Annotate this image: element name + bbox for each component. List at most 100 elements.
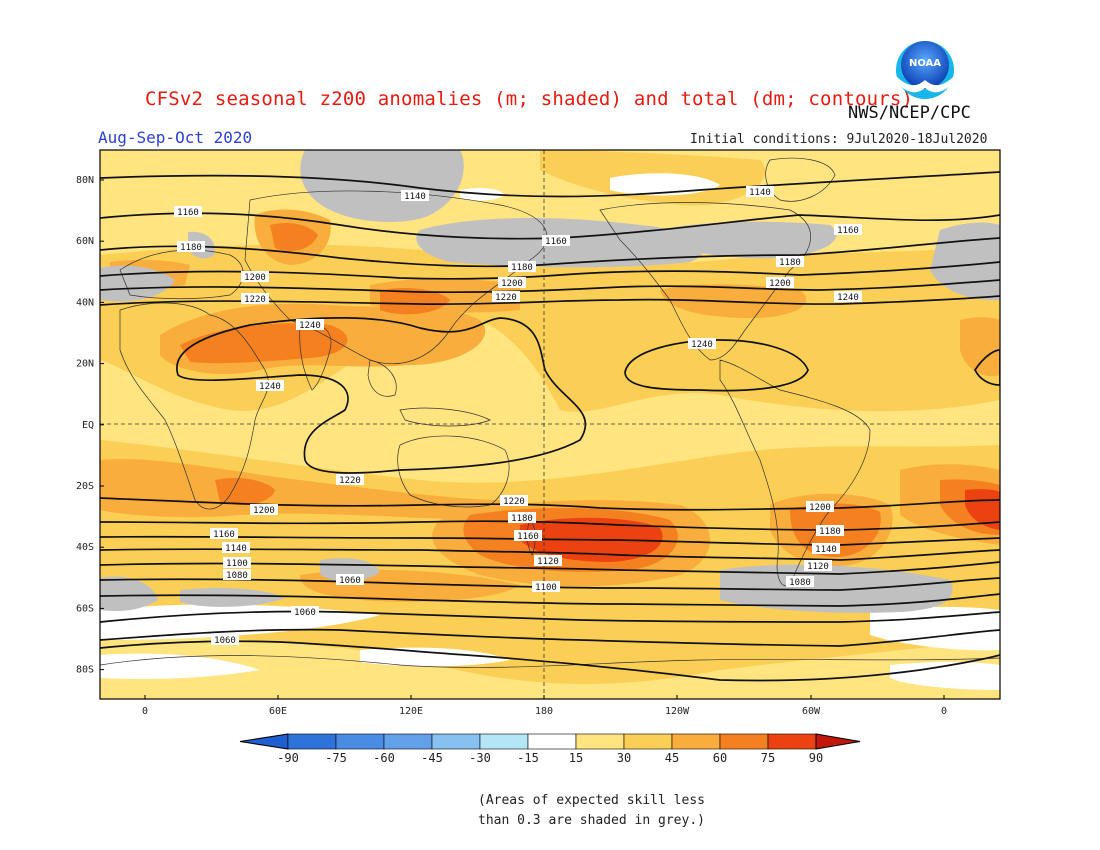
- contour-label: 1180: [508, 261, 536, 273]
- svg-text:1220: 1220: [244, 295, 266, 305]
- contour-label: 1160: [514, 530, 542, 542]
- contour-label: 1240: [296, 319, 324, 331]
- lat-label: 60N: [76, 236, 94, 247]
- contour-label: 1100: [532, 581, 560, 593]
- lat-label: 40N: [76, 297, 94, 308]
- contour-labels: 1140 1140 1160 1160 1160 1180 1180 1180 1200 1200…: [174, 186, 862, 646]
- svg-text:1180: 1180: [511, 514, 533, 524]
- lat-label: EQ: [82, 420, 94, 431]
- chart-title: CFSv2 seasonal z200 anomalies (m; shaded…: [145, 88, 914, 110]
- contour-label: 1180: [816, 525, 844, 537]
- lon-label: 120W: [665, 706, 690, 717]
- svg-text:1180: 1180: [180, 243, 202, 253]
- lat-label: 40S: [76, 542, 94, 553]
- colorbar-segment: [335, 733, 385, 750]
- shade-low-skill: [100, 576, 158, 611]
- svg-text:1140: 1140: [749, 188, 771, 198]
- svg-text:1160: 1160: [545, 237, 567, 247]
- footnote: (Areas of expected skill less than 0.3 a…: [478, 791, 705, 831]
- lon-label: 60E: [269, 706, 287, 717]
- svg-text:1220: 1220: [495, 293, 517, 303]
- svg-text:1160: 1160: [213, 530, 235, 540]
- colorbar-label: -45: [421, 751, 443, 765]
- contour-label: 1160: [834, 224, 862, 236]
- shade-60-75: [215, 478, 275, 505]
- coastlines: [100, 157, 1000, 668]
- lon-label: 180: [535, 706, 553, 717]
- shade-near-zero: [890, 661, 1000, 690]
- colorbar-label: 45: [665, 751, 679, 765]
- contour-label: 1160: [210, 528, 238, 540]
- colorbar-segment: [623, 733, 673, 750]
- contour-label: 1200: [806, 501, 834, 513]
- svg-text:1160: 1160: [837, 226, 859, 236]
- contour-label: 1180: [508, 512, 536, 524]
- svg-text:1180: 1180: [819, 527, 841, 537]
- svg-text:1160: 1160: [517, 532, 539, 542]
- noaa-logo-text: NOAA: [909, 58, 941, 69]
- contour-label: 1240: [256, 380, 284, 392]
- contour-label: 1120: [534, 555, 562, 567]
- svg-text:1120: 1120: [807, 562, 829, 572]
- contour-label: 1240: [834, 291, 862, 303]
- contour-label: 1160: [174, 206, 202, 218]
- shade-45-60: [960, 317, 1000, 377]
- lat-label: 80N: [76, 175, 94, 186]
- shade-60-75: [270, 223, 318, 252]
- contour-label: 1120: [804, 560, 832, 572]
- footnote-line-1: (Areas of expected skill less: [478, 793, 705, 808]
- height-contours: [100, 171, 1000, 682]
- svg-text:1220: 1220: [503, 497, 525, 507]
- svg-text:1160: 1160: [177, 208, 199, 218]
- colorbar-label: 30: [617, 751, 631, 765]
- lat-label: 60S: [76, 603, 94, 614]
- colorbar-label: -60: [373, 751, 395, 765]
- svg-text:1120: 1120: [537, 557, 559, 567]
- svg-text:1140: 1140: [225, 544, 247, 554]
- colorbar-label: -75: [325, 751, 347, 765]
- colorbar-segment: [719, 733, 769, 750]
- shade-near-zero: [360, 647, 510, 667]
- contour-label: 1060: [291, 606, 319, 618]
- lat-label: 80S: [76, 665, 94, 676]
- svg-text:1240: 1240: [299, 321, 321, 331]
- contour-label: 1140: [222, 542, 250, 554]
- contour-label: 1200: [498, 277, 526, 289]
- contour-label: 1140: [812, 543, 840, 555]
- colorbar-label: -15: [517, 751, 539, 765]
- contour-label: 1080: [223, 569, 251, 581]
- svg-text:1100: 1100: [535, 583, 557, 593]
- colorbar-segment: [479, 733, 529, 750]
- colorbar-segment: [431, 733, 481, 750]
- contour-label: 1200: [250, 504, 278, 516]
- lon-label: 0: [142, 706, 148, 717]
- lon-label: 0: [941, 706, 947, 717]
- svg-text:1180: 1180: [779, 258, 801, 268]
- svg-text:1200: 1200: [769, 279, 791, 289]
- noaa-logo: NOAA: [896, 41, 954, 99]
- colorbar-segment: [575, 733, 625, 750]
- svg-text:1200: 1200: [501, 279, 523, 289]
- colorbar-label: 60: [713, 751, 727, 765]
- agency-label: NWS/NCEP/CPC: [848, 103, 971, 123]
- contour-label: 1200: [766, 277, 794, 289]
- shade-60-75: [380, 288, 450, 315]
- svg-text:1200: 1200: [244, 273, 266, 283]
- contour-label: 1200: [241, 271, 269, 283]
- shade-low-skill: [660, 221, 837, 259]
- svg-text:1060: 1060: [294, 608, 316, 618]
- season-label: Aug-Sep-Oct 2020: [98, 128, 253, 147]
- lat-label: 20S: [76, 481, 94, 492]
- contour-label: 1140: [401, 190, 429, 202]
- colorbar-label: -30: [469, 751, 491, 765]
- contour-label: 1100: [223, 557, 251, 569]
- svg-text:1240: 1240: [259, 382, 281, 392]
- initial-conditions-label: Initial conditions: 9Jul2020-18Jul2020: [690, 132, 988, 147]
- svg-text:1080: 1080: [789, 578, 811, 588]
- colorbar-label: 90: [809, 751, 823, 765]
- contour-label: 1220: [241, 293, 269, 305]
- contour-label: 1180: [776, 256, 804, 268]
- shade-low-skill: [180, 587, 285, 607]
- svg-text:1060: 1060: [214, 636, 236, 646]
- svg-text:1200: 1200: [253, 506, 275, 516]
